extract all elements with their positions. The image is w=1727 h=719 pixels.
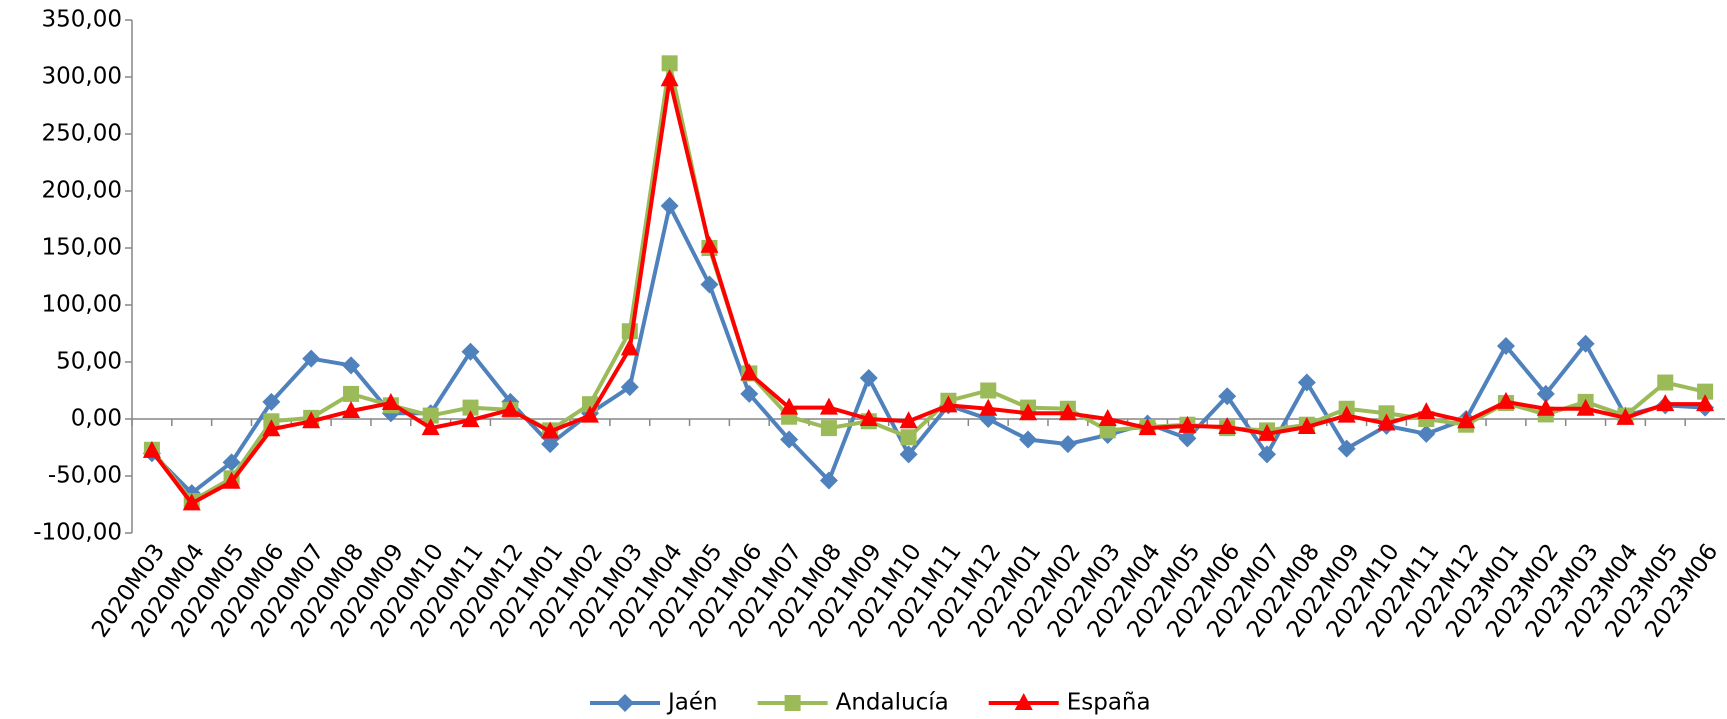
marker (501, 399, 520, 417)
marker (1616, 407, 1635, 425)
marker (1496, 337, 1515, 356)
y-tick-label: 0,00 (71, 406, 122, 432)
series (142, 196, 1715, 503)
marker (616, 694, 634, 712)
marker (541, 421, 560, 439)
marker (899, 445, 918, 464)
marker (381, 393, 400, 411)
marker (660, 196, 679, 215)
marker (422, 407, 439, 424)
marker (1576, 334, 1595, 353)
marker (1019, 430, 1038, 449)
y-tick-label: 250,00 (42, 121, 122, 147)
legend-label: Jaén (666, 690, 718, 716)
marker (1178, 415, 1197, 433)
marker (580, 405, 599, 423)
marker (700, 235, 719, 253)
marker (1058, 403, 1077, 421)
series-line (150, 77, 1706, 506)
marker (660, 69, 679, 87)
marker (1337, 439, 1356, 458)
marker (979, 398, 998, 416)
y-tick-label: -100,00 (33, 520, 122, 546)
marker (819, 397, 838, 415)
marker (859, 368, 878, 387)
marker (1014, 693, 1033, 710)
marker (1337, 405, 1356, 423)
marker (1377, 413, 1396, 431)
marker (620, 338, 639, 356)
marker (1378, 405, 1395, 422)
marker (899, 411, 918, 429)
marker (780, 430, 799, 449)
marker (222, 453, 241, 472)
marker (343, 385, 360, 402)
marker (859, 409, 878, 426)
marker (421, 418, 440, 436)
series (142, 69, 1715, 511)
marker (820, 420, 837, 437)
marker (142, 440, 161, 458)
series-line (150, 61, 1706, 504)
marker (939, 395, 958, 413)
marker (262, 392, 281, 411)
marker (900, 429, 917, 446)
y-tick-label: 150,00 (42, 235, 122, 261)
marker (1258, 445, 1277, 464)
marker (1657, 374, 1674, 391)
marker (461, 342, 480, 361)
y-tick-label: 300,00 (42, 64, 122, 90)
marker (1019, 403, 1038, 421)
marker (700, 275, 719, 294)
marker (1417, 424, 1436, 443)
marker (462, 399, 479, 416)
marker (1697, 383, 1714, 400)
marker (342, 356, 361, 375)
marker (784, 695, 801, 711)
marker (302, 411, 321, 429)
marker (1696, 394, 1715, 412)
marker (1576, 398, 1595, 416)
marker (1496, 391, 1515, 409)
marker (1058, 435, 1077, 454)
legend-label: España (1067, 690, 1151, 716)
marker (342, 401, 361, 419)
marker (1297, 416, 1316, 434)
marker (740, 363, 759, 381)
marker (620, 378, 639, 397)
marker (1099, 422, 1116, 439)
marker (541, 435, 560, 454)
y-tick-label: 50,00 (56, 349, 122, 375)
marker (1297, 373, 1316, 392)
marker (1536, 398, 1555, 416)
marker (1138, 418, 1157, 436)
marker (740, 384, 759, 403)
marker (182, 493, 201, 511)
marker (1218, 387, 1237, 406)
series (143, 55, 1714, 510)
marker (1258, 423, 1277, 441)
series-line (150, 203, 1706, 496)
marker (461, 410, 480, 428)
y-tick-label: 100,00 (42, 292, 122, 318)
marker (1178, 429, 1197, 448)
marker (1536, 384, 1555, 403)
marker (980, 382, 997, 399)
marker (302, 349, 321, 368)
marker (1656, 394, 1675, 412)
marker (819, 471, 838, 490)
legend-label: Andalucía (836, 690, 949, 716)
marker (222, 471, 241, 489)
marker (1098, 409, 1117, 426)
marker (661, 55, 678, 72)
marker (1457, 411, 1476, 429)
marker (1417, 402, 1436, 420)
y-tick-label: 350,00 (42, 7, 122, 33)
marker (1218, 416, 1237, 434)
marker (780, 397, 799, 415)
y-tick-label: 200,00 (42, 178, 122, 204)
y-tick-label: -50,00 (48, 463, 122, 489)
marker (262, 419, 281, 437)
